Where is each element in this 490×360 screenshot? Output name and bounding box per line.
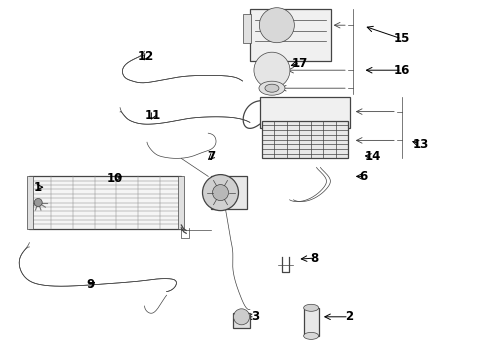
- Bar: [250, 9, 331, 61]
- Text: 9: 9: [87, 278, 95, 291]
- Bar: [243, 14, 251, 43]
- Ellipse shape: [259, 8, 294, 43]
- Text: 2: 2: [345, 310, 353, 323]
- Bar: [29, 176, 181, 229]
- Ellipse shape: [265, 84, 279, 92]
- Text: 15: 15: [393, 32, 410, 45]
- Ellipse shape: [259, 81, 285, 95]
- Text: 17: 17: [292, 57, 308, 69]
- Text: 3: 3: [251, 310, 259, 323]
- Text: 7: 7: [208, 150, 216, 163]
- Circle shape: [202, 175, 239, 211]
- Text: 1: 1: [34, 181, 42, 194]
- Circle shape: [213, 185, 228, 201]
- Ellipse shape: [304, 304, 318, 311]
- Bar: [233, 313, 250, 328]
- Text: 11: 11: [145, 109, 161, 122]
- Text: 5: 5: [208, 193, 216, 206]
- Text: 8: 8: [311, 252, 319, 265]
- Bar: [211, 176, 247, 209]
- Bar: [260, 97, 350, 128]
- Circle shape: [267, 65, 277, 75]
- Bar: [304, 308, 318, 336]
- Text: 12: 12: [138, 50, 154, 63]
- Text: 6: 6: [360, 170, 368, 183]
- Text: 10: 10: [107, 172, 123, 185]
- Text: 4: 4: [237, 181, 245, 194]
- Bar: [27, 176, 33, 229]
- Ellipse shape: [304, 332, 318, 339]
- Circle shape: [34, 198, 42, 207]
- Text: 16: 16: [393, 64, 410, 77]
- Ellipse shape: [254, 52, 290, 88]
- Bar: [178, 176, 184, 229]
- Circle shape: [234, 309, 249, 325]
- Text: 14: 14: [364, 150, 381, 163]
- Bar: [262, 121, 348, 158]
- Text: 13: 13: [412, 138, 429, 150]
